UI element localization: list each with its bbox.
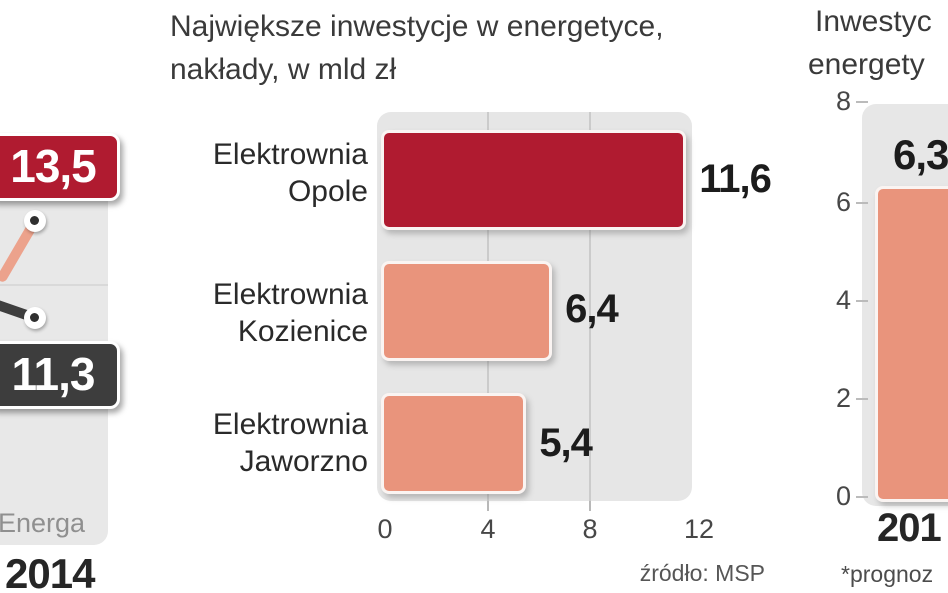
bar-label-opole: Elektrownia Opole [143,136,368,210]
right-chart-title-line1: Inwestyc [815,5,932,38]
gridline-8 [589,112,591,501]
left-chart-marker-bottom [24,307,46,329]
y-tickmark-4 [856,300,868,302]
data-label-badge-red: 13,5 [0,133,120,201]
y-tickmark-8 [856,101,868,103]
bar-label-line1: Elektrownia [212,138,368,171]
y-tick-0: 0 [835,481,851,511]
y-tickmark-0 [856,496,868,498]
bar-value-jaworzno: 5,4 [539,421,593,465]
x-tick-12: 12 [683,514,715,544]
y-tick-8: 8 [835,86,851,116]
y-tick-4: 4 [835,285,851,315]
bar-label-line2: Opole [287,175,368,208]
legend-entry-energa: Energa [0,508,86,538]
x-tick-0: 0 [377,514,393,544]
bar-value-kozienice: 6,4 [565,287,619,331]
bar-opole [381,130,687,230]
right-chart-x-label: 201 [877,506,942,550]
bar-label-line2: Kozienice [237,315,368,348]
main-chart-title: Największe inwestycje w energetyce, nakł… [170,5,664,91]
y-tickmark-6 [856,202,868,204]
left-chart-x-label: 2014 [5,550,95,593]
bar-jaworzno [381,393,527,494]
y-tickmark-2 [856,398,868,400]
left-chart-marker-top [24,210,46,232]
left-chart-gridline [0,284,108,286]
x-tick-8: 8 [582,514,598,544]
bar-label-line2: Jaworzno [239,445,368,478]
x-tick-4: 4 [480,514,496,544]
right-chart-bar-value: 6,3 [893,131,948,178]
right-chart-bar [875,186,948,502]
y-tick-2: 2 [835,383,851,413]
right-chart-footnote: *prognoz [841,561,934,587]
main-chart-title-line1: Największe inwestycje w energetyce, [170,10,664,43]
bar-label-jaworzno: Elektrownia Jaworzno [143,406,368,480]
x-tickmark-8 [589,501,591,511]
y-tick-6: 6 [835,187,851,217]
bar-value-opole: 11,6 [699,157,772,201]
bar-label-line1: Elektrownia [212,408,368,441]
bar-label-kozienice: Elektrownia Kozienice [143,276,368,350]
x-tickmark-4 [487,501,489,511]
data-label-badge-dark: 11,3 [0,341,120,409]
bar-kozienice [381,261,553,361]
source-note: źródło: MSP [639,560,765,586]
bar-label-line1: Elektrownia [212,278,368,311]
main-chart-title-line2: nakłady, w mld zł [170,53,397,86]
right-chart-title-line2: energety [808,48,925,81]
